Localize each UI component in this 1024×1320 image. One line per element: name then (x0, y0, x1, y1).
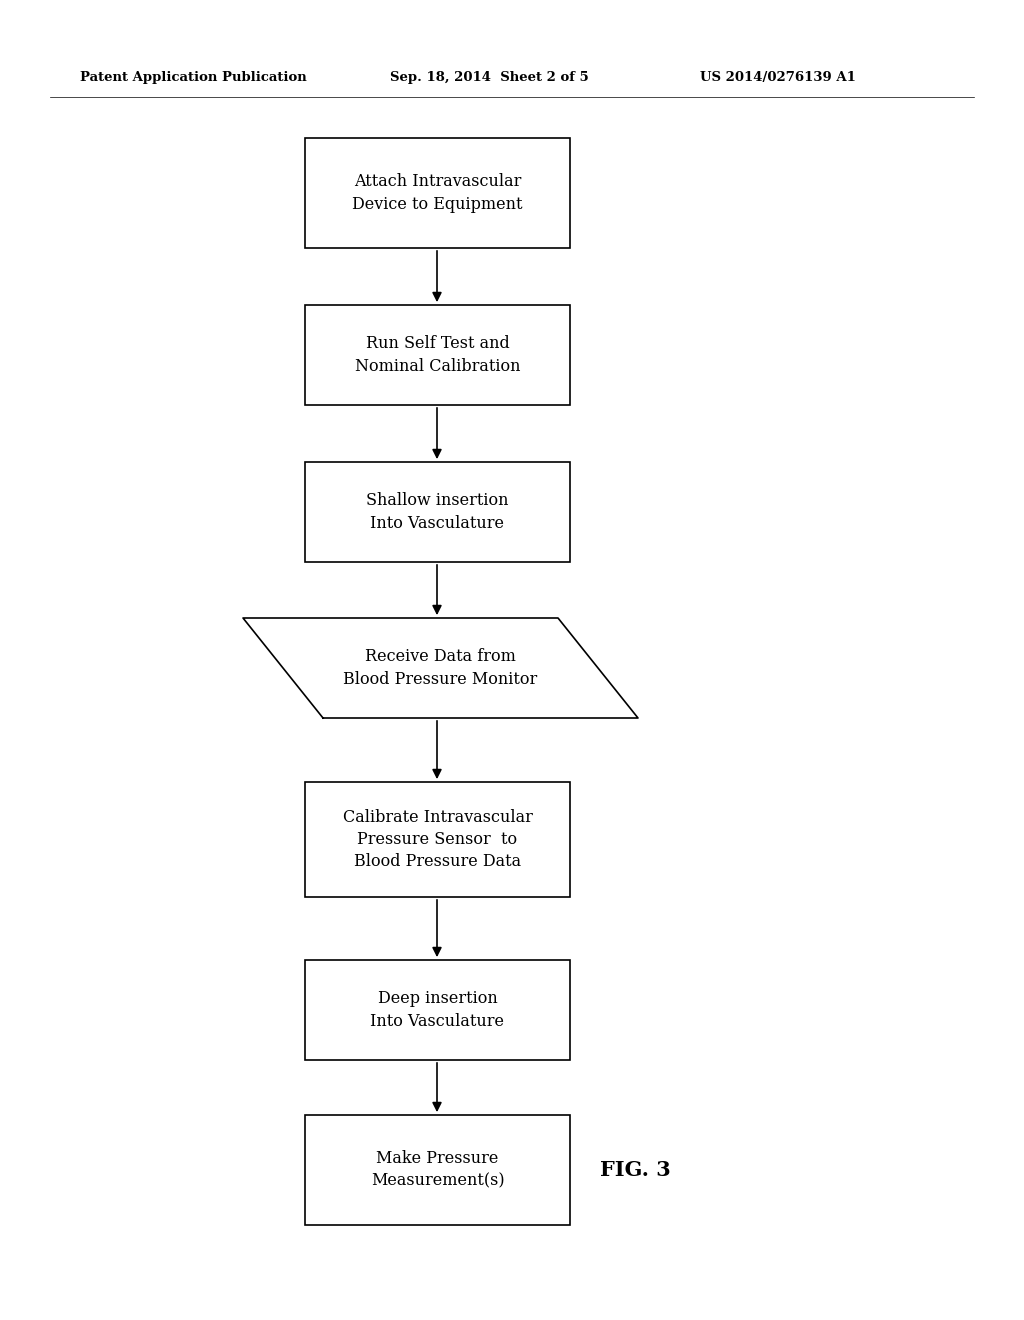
Text: Receive Data from
Blood Pressure Monitor: Receive Data from Blood Pressure Monitor (343, 648, 538, 688)
Bar (305, 960, 570, 1060)
Bar (305, 781, 570, 898)
Text: Shallow insertion
Into Vasculature: Shallow insertion Into Vasculature (367, 492, 509, 532)
Polygon shape (243, 618, 638, 718)
Bar (305, 305, 570, 405)
Text: Calibrate Intravascular
Pressure Sensor  to
Blood Pressure Data: Calibrate Intravascular Pressure Sensor … (343, 809, 532, 870)
Text: Attach Intravascular
Device to Equipment: Attach Intravascular Device to Equipment (352, 173, 522, 213)
Text: Make Pressure
Measurement(s): Make Pressure Measurement(s) (371, 1151, 504, 1189)
Bar (305, 1115, 570, 1225)
Text: Sep. 18, 2014  Sheet 2 of 5: Sep. 18, 2014 Sheet 2 of 5 (390, 71, 589, 84)
Bar (305, 139, 570, 248)
Bar (305, 462, 570, 562)
Text: Run Self Test and
Nominal Calibration: Run Self Test and Nominal Calibration (354, 335, 520, 375)
Text: Patent Application Publication: Patent Application Publication (80, 71, 307, 84)
Text: US 2014/0276139 A1: US 2014/0276139 A1 (700, 71, 856, 84)
Text: Deep insertion
Into Vasculature: Deep insertion Into Vasculature (371, 990, 505, 1030)
Text: FIG. 3: FIG. 3 (600, 1160, 671, 1180)
